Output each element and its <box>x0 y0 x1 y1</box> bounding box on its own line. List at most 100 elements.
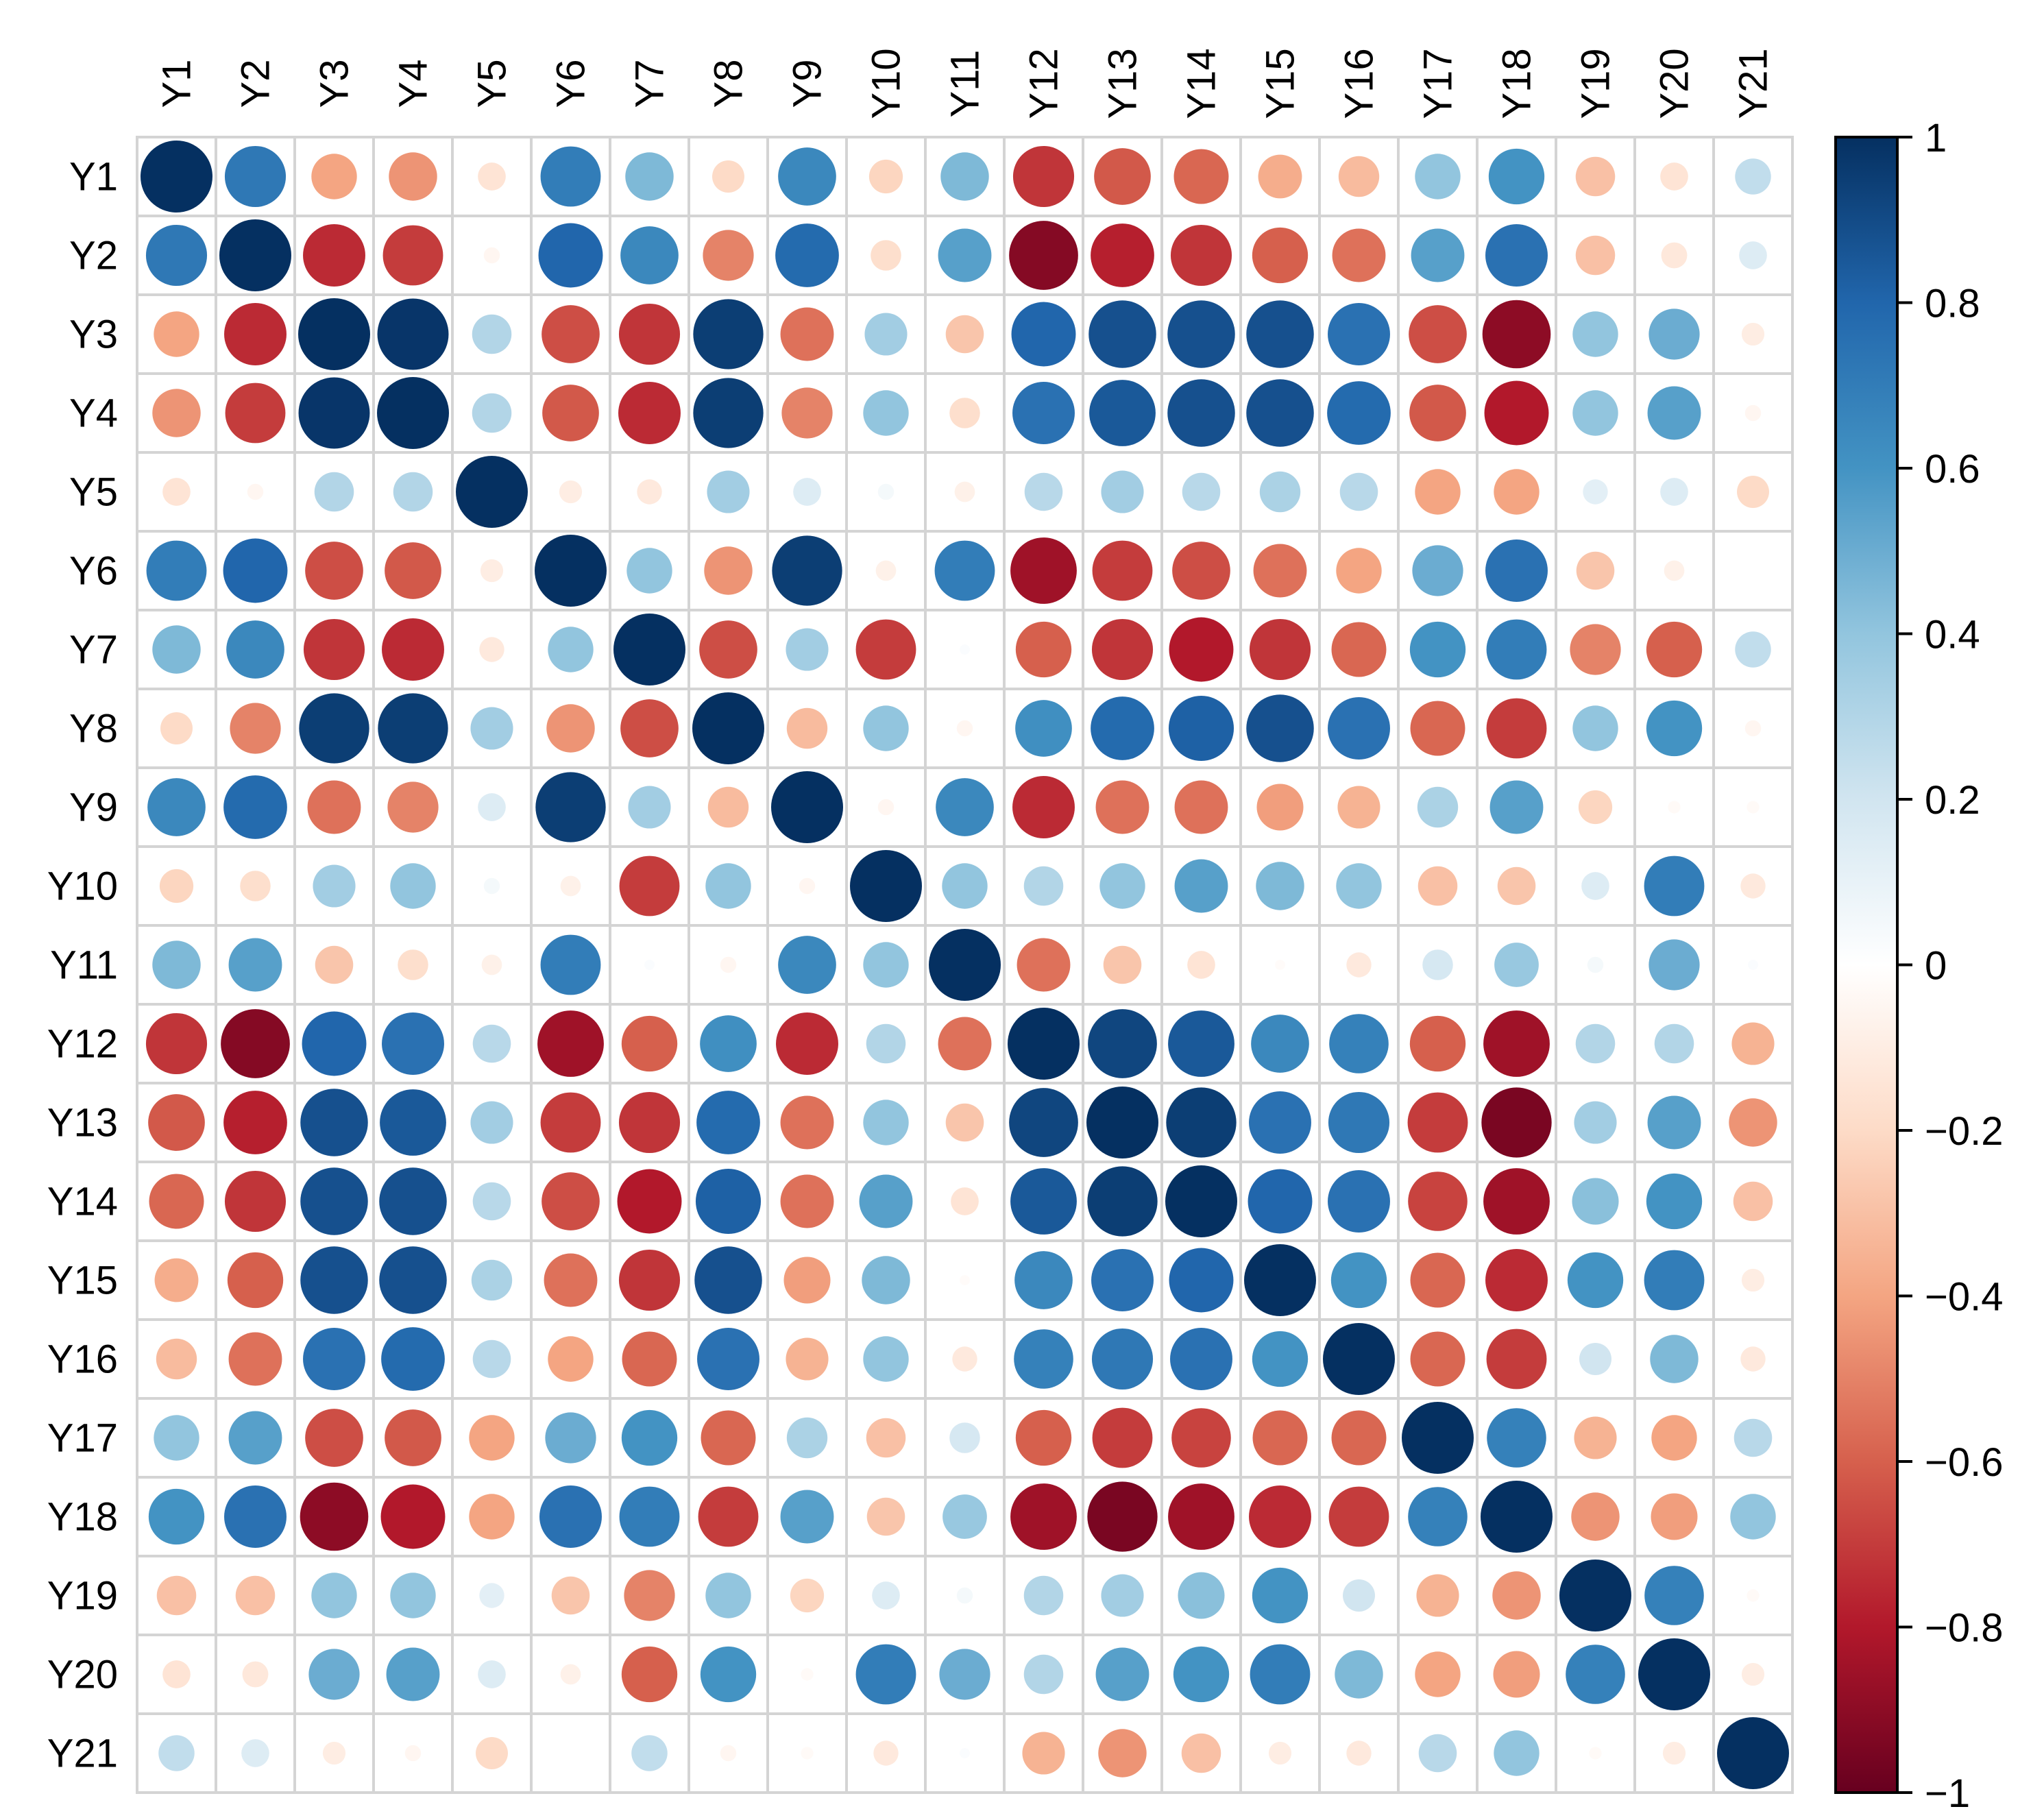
colorbar-tick-label: 0.8 <box>1925 282 1980 326</box>
correlation-circle-Y14-Y8 <box>695 1168 762 1235</box>
correlation-circle-Y6-Y13 <box>1092 540 1153 601</box>
correlation-circle-Y17-Y2 <box>228 1411 282 1465</box>
matrix-cell <box>451 1476 533 1557</box>
correlation-circle-Y17-Y20 <box>1651 1415 1697 1461</box>
correlation-circle-Y3-Y15 <box>1246 300 1314 368</box>
correlation-circle-Y15-Y11 <box>960 1275 970 1285</box>
correlation-circle-Y15-Y17 <box>1410 1252 1465 1308</box>
correlation-circle-Y4-Y5 <box>472 393 512 433</box>
correlation-circle-Y5-Y1 <box>162 478 191 506</box>
correlation-circle-Y21-Y17 <box>1418 1734 1457 1773</box>
correlation-circle-Y6-Y5 <box>480 559 504 583</box>
correlation-circle-Y6-Y12 <box>1010 537 1077 604</box>
correlation-circle-Y17-Y4 <box>385 1409 441 1466</box>
correlation-circle-Y9-Y17 <box>1417 786 1459 828</box>
correlation-circle-Y12-Y1 <box>145 1012 208 1075</box>
colorbar-tick-label: −0.8 <box>1925 1606 2004 1651</box>
correlation-circle-Y12-Y11 <box>938 1017 992 1071</box>
correlation-circle-Y19-Y19 <box>1559 1560 1631 1631</box>
correlation-circle-Y19-Y14 <box>1178 1572 1225 1619</box>
correlation-circle-Y18-Y14 <box>1168 1483 1234 1550</box>
correlation-circle-Y10-Y9 <box>799 877 816 895</box>
correlation-circle-Y15-Y18 <box>1485 1249 1548 1311</box>
correlation-circle-Y14-Y9 <box>780 1174 834 1228</box>
correlation-circle-Y16-Y17 <box>1410 1331 1465 1387</box>
row-label: Y16 <box>47 1337 118 1382</box>
correlation-circle-Y18-Y13 <box>1087 1481 1158 1552</box>
correlation-circle-Y7-Y18 <box>1486 619 1547 680</box>
column-label: Y1 <box>155 60 199 108</box>
correlation-circle-Y6-Y7 <box>626 548 672 594</box>
correlation-circle-Y3-Y13 <box>1088 300 1156 368</box>
correlation-circle-Y17-Y13 <box>1092 1407 1153 1468</box>
correlation-circle-Y19-Y9 <box>790 1578 825 1613</box>
correlation-circle-Y13-Y16 <box>1328 1091 1390 1154</box>
correlation-circle-Y7-Y15 <box>1249 618 1311 681</box>
correlation-circle-Y12-Y21 <box>1731 1022 1775 1065</box>
correlation-circle-Y13-Y5 <box>470 1101 513 1144</box>
correlation-circle-Y16-Y7 <box>622 1331 677 1387</box>
correlation-circle-Y1-Y11 <box>940 152 989 201</box>
correlation-circle-Y6-Y14 <box>1172 542 1230 600</box>
correlation-circle-Y12-Y7 <box>621 1015 678 1072</box>
correlation-circle-Y7-Y6 <box>548 627 594 672</box>
correlation-circle-Y1-Y3 <box>311 154 357 199</box>
correlation-circle-Y1-Y20 <box>1660 162 1688 191</box>
correlation-circle-Y16-Y1 <box>156 1338 197 1380</box>
correlation-circle-Y3-Y3 <box>298 298 370 370</box>
column-label: Y2 <box>234 60 278 108</box>
correlation-circle-Y8-Y1 <box>160 712 193 744</box>
correlation-circle-Y9-Y16 <box>1337 786 1380 829</box>
correlation-circle-Y1-Y6 <box>540 146 601 207</box>
correlation-circle-Y17-Y8 <box>701 1410 756 1466</box>
colorbar-tick-label: −0.6 <box>1925 1440 2004 1485</box>
correlation-circle-Y10-Y11 <box>942 863 988 909</box>
correlation-circle-Y14-Y14 <box>1165 1165 1237 1237</box>
correlation-circle-Y8-Y8 <box>692 692 764 764</box>
correlation-circle-Y17-Y7 <box>621 1409 678 1466</box>
correlation-circle-Y2-Y10 <box>871 240 901 271</box>
correlation-circle-Y21-Y7 <box>631 1735 668 1771</box>
correlation-circle-Y1-Y5 <box>478 162 506 191</box>
correlation-circle-Y17-Y3 <box>305 1409 363 1467</box>
correlation-circle-Y6-Y20 <box>1664 560 1685 581</box>
correlation-circle-Y1-Y8 <box>712 160 744 193</box>
correlation-circle-Y9-Y12 <box>1012 776 1075 838</box>
correlation-circle-Y4-Y18 <box>1484 380 1549 446</box>
correlation-circle-Y8-Y18 <box>1486 698 1547 759</box>
correlation-circle-Y10-Y2 <box>240 871 271 901</box>
correlation-circle-Y18-Y20 <box>1651 1493 1698 1540</box>
row-label: Y9 <box>69 786 118 830</box>
correlation-circle-Y21-Y19 <box>1589 1747 1602 1760</box>
correlation-circle-Y15-Y14 <box>1169 1248 1234 1313</box>
row-label: Y1 <box>69 155 118 199</box>
correlation-circle-Y4-Y10 <box>863 390 909 436</box>
correlation-circle-Y9-Y6 <box>535 772 606 842</box>
correlation-circle-Y4-Y1 <box>152 389 201 437</box>
correlation-circle-Y12-Y5 <box>472 1024 511 1063</box>
correlation-circle-Y18-Y3 <box>300 1482 369 1551</box>
correlation-circle-Y9-Y20 <box>1668 801 1681 814</box>
correlation-circle-Y5-Y18 <box>1494 469 1540 515</box>
correlation-circle-Y6-Y19 <box>1576 551 1615 590</box>
correlation-circle-Y5-Y8 <box>707 470 750 513</box>
correlation-circle-Y4-Y12 <box>1012 382 1075 444</box>
correlation-circle-Y14-Y18 <box>1483 1168 1550 1235</box>
correlation-circle-Y4-Y11 <box>949 398 980 428</box>
correlation-circle-Y13-Y8 <box>696 1091 760 1154</box>
column-labels: Y1 Y2 Y3 Y4 Y5 Y6 Y7 Y8 Y9 Y10 Y11 Y12 Y13 Y14 Y15 Y16 Y… <box>155 48 1776 119</box>
correlation-circle-Y11-Y14 <box>1187 951 1215 979</box>
correlation-circle-Y19-Y7 <box>624 1570 675 1621</box>
correlation-circle-Y15-Y12 <box>1014 1251 1073 1309</box>
column-label: Y18 <box>1495 48 1540 119</box>
correlation-circle-Y9-Y18 <box>1489 780 1544 834</box>
correlation-circle-Y9-Y5 <box>478 793 506 821</box>
correlation-circle-Y10-Y16 <box>1336 863 1382 909</box>
matrix-cell <box>530 1712 611 1794</box>
correlation-circle-Y8-Y11 <box>956 720 973 737</box>
correlation-circle-Y4-Y14 <box>1167 379 1235 447</box>
correlation-circle-Y17-Y14 <box>1171 1408 1231 1468</box>
row-label: Y5 <box>69 470 118 515</box>
correlation-circle-Y7-Y12 <box>1015 621 1072 678</box>
correlation-circle-Y19-Y1 <box>156 1575 197 1616</box>
